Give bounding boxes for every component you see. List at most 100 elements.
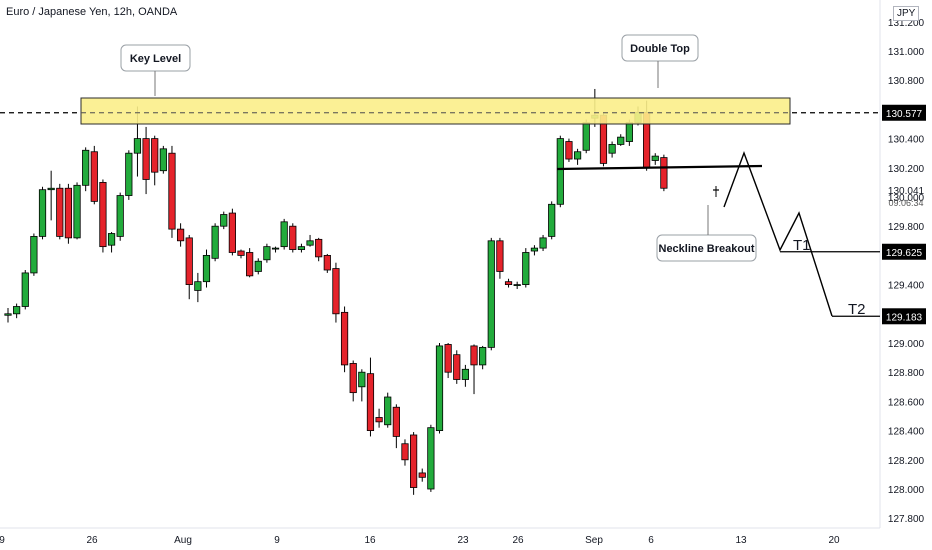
candle-body bbox=[349, 363, 357, 394]
candle-body bbox=[142, 138, 150, 180]
candle-body bbox=[116, 195, 124, 237]
t1-label: T1 bbox=[793, 237, 811, 254]
candle-body bbox=[565, 141, 573, 160]
candle-body bbox=[617, 136, 625, 145]
candle-body bbox=[30, 236, 38, 274]
candle-body bbox=[289, 225, 297, 250]
projection-path bbox=[723, 150, 833, 317]
candle-body bbox=[366, 373, 375, 432]
candle-body bbox=[176, 228, 185, 242]
time-tick-label: 16 bbox=[364, 535, 376, 546]
candle-body bbox=[608, 144, 616, 154]
candle-body bbox=[573, 151, 582, 160]
time-tick-label: Aug bbox=[174, 535, 192, 546]
candle-body bbox=[479, 346, 487, 366]
candle-body bbox=[263, 246, 271, 261]
candle-body bbox=[625, 122, 633, 142]
price-tick-label: 130.200 bbox=[888, 164, 925, 175]
candle-body bbox=[56, 187, 64, 237]
candle-body bbox=[384, 396, 392, 426]
candle-body bbox=[254, 260, 262, 272]
time-tick-label: 23 bbox=[457, 535, 469, 546]
candle-body bbox=[453, 354, 461, 380]
candle-body bbox=[21, 272, 29, 307]
time-tick-label: 6 bbox=[648, 535, 654, 546]
candle-body bbox=[461, 368, 469, 380]
t1-price: 129.625 bbox=[886, 248, 923, 259]
price-tick-label: 129.800 bbox=[888, 222, 925, 233]
candle-body bbox=[47, 187, 55, 191]
time-axis: 9 26 Aug 9 16 23 26 Sep 6 13 20 bbox=[0, 527, 880, 546]
candle-body bbox=[73, 184, 81, 239]
price-tick-label: 128.000 bbox=[888, 485, 925, 496]
price-tick-label: 129.000 bbox=[888, 339, 925, 350]
candle-body bbox=[444, 344, 452, 373]
candle-body bbox=[151, 138, 159, 173]
candle-body bbox=[211, 225, 219, 259]
candle-body bbox=[4, 313, 12, 316]
candle-body bbox=[168, 152, 176, 230]
candle-body bbox=[280, 221, 288, 248]
time-tick-label: Sep bbox=[585, 535, 603, 546]
neckline-breakout-callout-label: Neckline Breakout bbox=[659, 243, 755, 255]
candle-body bbox=[323, 254, 331, 271]
candle-body bbox=[159, 148, 167, 172]
key-level-price: 130.577 bbox=[886, 109, 923, 120]
price-tick-label: 128.600 bbox=[888, 397, 925, 408]
candle-body bbox=[513, 284, 521, 287]
chart-title: Euro / Japanese Yen, 12h, OANDA bbox=[6, 6, 178, 18]
candle-body bbox=[38, 189, 47, 237]
candle-body bbox=[332, 268, 340, 315]
price-tick-label: 130.800 bbox=[888, 76, 925, 87]
candle-body bbox=[64, 187, 73, 239]
candle-body bbox=[392, 406, 400, 437]
candle-body bbox=[418, 472, 426, 478]
price-tick-label: 128.200 bbox=[888, 456, 925, 467]
candle-body bbox=[271, 247, 280, 250]
candle-body bbox=[435, 345, 444, 432]
neckline-breakout-callout-box bbox=[656, 234, 757, 262]
candle-body bbox=[487, 240, 495, 348]
time-tick-label: 26 bbox=[86, 535, 98, 546]
candle-body bbox=[548, 203, 556, 237]
price-tick-label: 127.800 bbox=[888, 514, 925, 525]
candle-body bbox=[660, 157, 668, 189]
time-tick-label: 26 bbox=[512, 535, 524, 546]
candle-body bbox=[410, 434, 418, 488]
candle-body bbox=[556, 138, 564, 205]
candle-body bbox=[358, 371, 366, 388]
candle-body bbox=[530, 247, 539, 252]
candle-body bbox=[107, 233, 116, 246]
key-level-callout-label: Key Level bbox=[130, 53, 181, 65]
candle-body bbox=[582, 122, 590, 151]
candle-body bbox=[427, 427, 435, 490]
bar-countdown: 09:06:34 bbox=[888, 198, 923, 208]
resistance-zone bbox=[80, 97, 791, 125]
candle-body bbox=[651, 155, 659, 161]
double-top-callout-label: Double Top bbox=[630, 43, 690, 55]
candle-body bbox=[90, 151, 98, 202]
price-tick-label: 131.200 bbox=[888, 18, 925, 29]
t2-price: 129.183 bbox=[886, 312, 923, 323]
candle-body bbox=[82, 149, 90, 186]
candle-body bbox=[228, 212, 236, 253]
candle-body bbox=[246, 252, 254, 277]
candle-body bbox=[470, 345, 478, 366]
price-tick-label: 128.800 bbox=[888, 368, 925, 379]
price-tick-label: 131.000 bbox=[888, 47, 925, 58]
candle-body bbox=[340, 311, 349, 366]
t2-label: T2 bbox=[848, 301, 866, 318]
time-tick-label: 20 bbox=[828, 535, 840, 546]
candle-body bbox=[539, 237, 547, 249]
currency-badge[interactable]: JPY bbox=[893, 6, 920, 21]
candle-body bbox=[504, 281, 513, 285]
time-tick-label: 9 bbox=[0, 535, 5, 546]
candle-body bbox=[202, 254, 211, 283]
double-top-callout-box bbox=[621, 34, 699, 62]
candle-body bbox=[194, 281, 202, 291]
overlays: 130.577 T1 T2 129.625 129.183 130.04109:06:34… bbox=[0, 34, 926, 325]
candle-body bbox=[315, 238, 323, 258]
price-tick-label: 128.400 bbox=[888, 427, 925, 438]
price-tick-label: 129.400 bbox=[888, 281, 925, 292]
